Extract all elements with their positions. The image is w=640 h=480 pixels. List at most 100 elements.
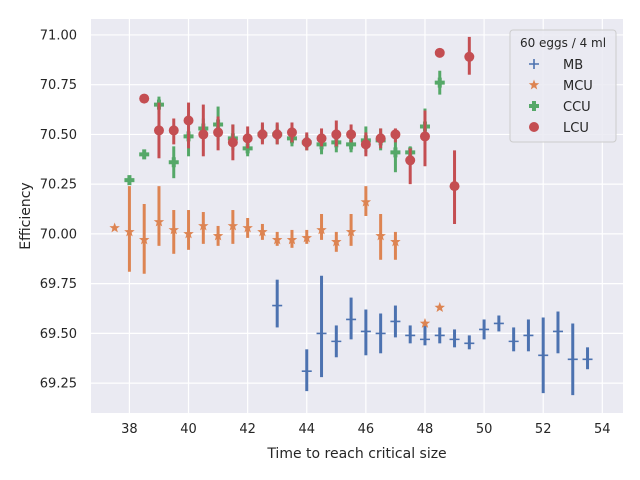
data-point (390, 129, 401, 140)
data-point (419, 131, 430, 142)
data-point (434, 77, 445, 88)
data-point (183, 115, 194, 126)
x-tick-label: 48 (417, 422, 434, 437)
data-point (434, 330, 445, 341)
data-point (479, 324, 490, 335)
data-point (538, 350, 549, 361)
data-point (360, 196, 372, 207)
y-tick-label: 70.00 (40, 227, 77, 242)
data-point (153, 216, 165, 227)
data-marks (109, 36, 593, 396)
data-point (109, 222, 120, 233)
data-point (508, 336, 519, 347)
data-point (552, 326, 563, 337)
data-point (227, 220, 239, 231)
data-point (464, 51, 475, 62)
legend-label: LCU (563, 121, 589, 136)
y-tick-label: 70.50 (40, 128, 77, 143)
x-tick-label: 42 (239, 422, 256, 437)
series-mcu (109, 186, 445, 328)
data-point (272, 300, 283, 311)
data-point (168, 157, 179, 168)
data-point (331, 236, 342, 247)
data-point (242, 133, 253, 144)
data-point (567, 354, 578, 365)
x-tick-label: 52 (535, 422, 552, 437)
data-point (331, 129, 342, 140)
legend-marker (529, 122, 539, 132)
data-point (360, 326, 371, 337)
legend: 60 eggs / 4 ml MB MCU CCU LCU (509, 29, 617, 143)
data-point (316, 133, 327, 144)
data-point (375, 328, 386, 339)
data-point (375, 133, 386, 144)
legend-label: CCU (563, 100, 591, 115)
data-point (213, 127, 224, 138)
data-point (434, 47, 445, 58)
data-point (419, 317, 431, 328)
data-point (316, 224, 327, 235)
legend-marker (528, 79, 540, 90)
legend-marker (529, 59, 539, 69)
data-point (153, 125, 164, 136)
series-lcu (139, 36, 475, 224)
data-point (390, 316, 401, 327)
data-point (168, 224, 179, 235)
data-point (139, 149, 150, 160)
data-point (227, 137, 238, 148)
data-point (449, 334, 460, 345)
data-point (346, 129, 357, 140)
data-point (390, 147, 401, 158)
data-point (301, 366, 312, 377)
data-point (138, 234, 150, 245)
data-point (124, 226, 135, 237)
y-tick-label: 70.75 (40, 78, 77, 93)
data-point (168, 125, 179, 136)
data-point (257, 226, 268, 237)
data-point (375, 230, 386, 241)
y-tick-label: 71.00 (40, 28, 77, 43)
data-point (183, 228, 194, 239)
legend-item-ccu: CCU (529, 100, 591, 115)
data-point (493, 318, 504, 329)
legend-item-mcu: MCU (528, 79, 593, 94)
data-point (124, 175, 135, 186)
data-point (346, 314, 357, 325)
data-point (271, 234, 283, 245)
data-point (360, 139, 371, 150)
legend-title: 60 eggs / 4 ml (520, 36, 606, 50)
data-point (523, 330, 534, 341)
data-point (346, 139, 357, 150)
data-point (464, 338, 475, 349)
y-axis-label: Efficiency (18, 182, 34, 249)
data-point (198, 220, 209, 231)
data-point (434, 302, 445, 312)
legend-label: MB (563, 58, 583, 73)
series-mb (272, 275, 593, 396)
data-point (301, 232, 312, 243)
legend-marker (529, 101, 539, 111)
y-tick-label: 69.50 (40, 327, 77, 342)
legend-item-mb: MB (529, 58, 583, 73)
data-point (345, 226, 357, 237)
x-tick-label: 54 (594, 422, 611, 437)
data-point (286, 127, 297, 138)
data-point (582, 354, 593, 365)
data-point (242, 222, 253, 233)
data-point (419, 334, 430, 345)
x-axis-label: Time to reach critical size (266, 446, 446, 462)
data-point (390, 236, 401, 247)
y-tick-label: 69.75 (40, 277, 77, 292)
x-tick-label: 40 (180, 422, 197, 437)
data-point (405, 155, 416, 166)
legend-item-lcu: LCU (529, 121, 589, 136)
data-point (257, 129, 268, 140)
x-tick-label: 44 (298, 422, 315, 437)
data-point (212, 230, 224, 241)
data-point (301, 137, 312, 148)
y-tick-label: 70.25 (40, 178, 77, 193)
data-point (405, 330, 416, 341)
legend-box (509, 29, 617, 143)
data-point (272, 129, 283, 140)
